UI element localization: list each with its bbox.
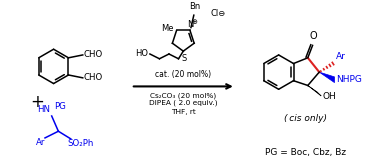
Text: PG: PG bbox=[54, 102, 66, 111]
Text: THF, rt: THF, rt bbox=[171, 109, 196, 115]
Text: N: N bbox=[187, 20, 193, 29]
Text: Cs₂CO₃ (20 mol%): Cs₂CO₃ (20 mol%) bbox=[150, 92, 216, 99]
Text: ⊕: ⊕ bbox=[192, 19, 198, 25]
Text: ( ​cis only): ( ​cis only) bbox=[284, 114, 327, 123]
Text: CHO: CHO bbox=[84, 50, 103, 59]
Text: HO: HO bbox=[135, 48, 148, 58]
Text: SO₂Ph: SO₂Ph bbox=[67, 139, 93, 148]
Text: Cl⊖: Cl⊖ bbox=[211, 9, 226, 18]
Text: DIPEA ( 2.0 equiv.): DIPEA ( 2.0 equiv.) bbox=[149, 100, 218, 106]
Text: Ar: Ar bbox=[336, 52, 346, 61]
Text: cat. (20 mol%): cat. (20 mol%) bbox=[155, 70, 211, 79]
Text: S: S bbox=[181, 54, 187, 63]
Text: NHPG: NHPG bbox=[336, 75, 362, 84]
Text: OH: OH bbox=[322, 92, 336, 101]
Text: Ar: Ar bbox=[36, 138, 45, 147]
Text: HN: HN bbox=[37, 105, 50, 114]
Text: O: O bbox=[310, 31, 318, 41]
Text: Bn: Bn bbox=[189, 2, 200, 11]
Polygon shape bbox=[308, 85, 321, 96]
Text: PG = Boc, Cbz, Bz: PG = Boc, Cbz, Bz bbox=[265, 148, 346, 157]
Text: +: + bbox=[31, 93, 44, 111]
Text: Me: Me bbox=[161, 24, 174, 33]
Polygon shape bbox=[319, 72, 335, 83]
Text: CHO: CHO bbox=[84, 73, 103, 82]
